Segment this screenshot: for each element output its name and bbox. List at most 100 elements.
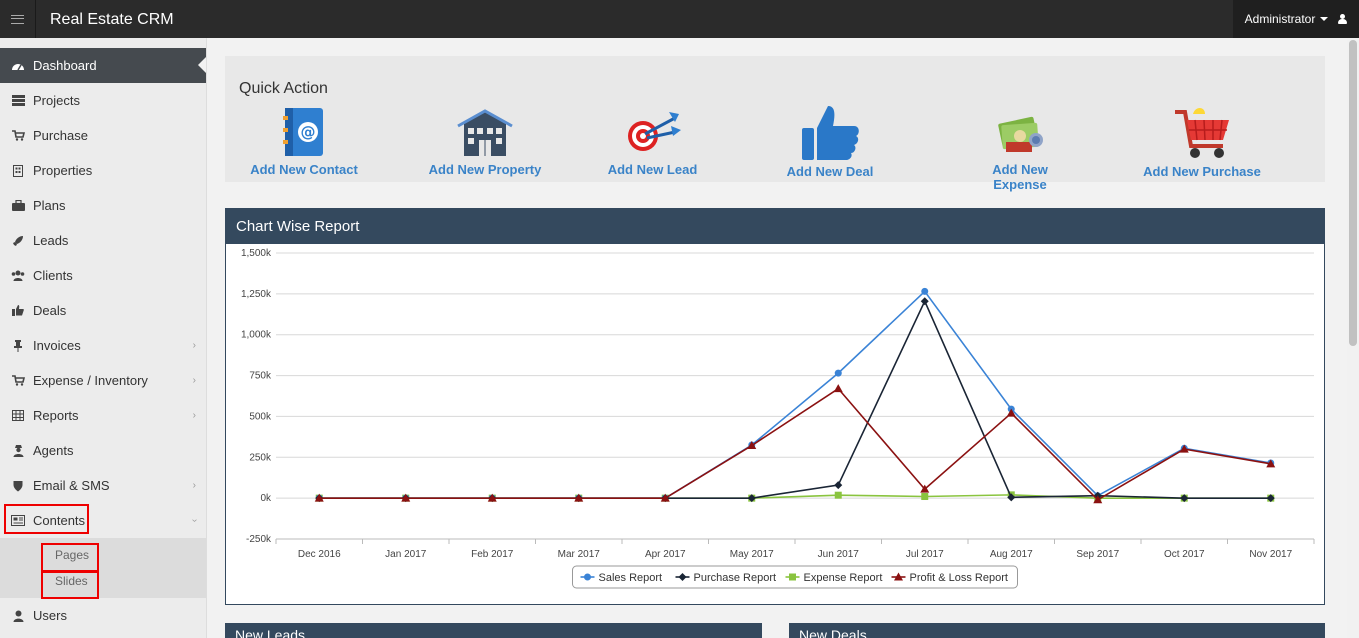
sidebar-item-label: Properties xyxy=(33,163,93,178)
data-point xyxy=(1093,495,1103,504)
data-point xyxy=(921,287,929,295)
pin-icon xyxy=(11,339,25,352)
shopping-cart-icon xyxy=(1175,108,1229,158)
x-tick-label: May 2017 xyxy=(730,549,774,560)
line-chart: -250k 0k 250k 500k 750k 1,000k 1,250k 1,500k Dec… xyxy=(241,248,1315,589)
table-icon xyxy=(11,410,25,422)
sidebar-item-label: Deals xyxy=(33,303,67,318)
top-bar: Real Estate CRM Administrator xyxy=(0,0,1359,38)
data-point xyxy=(833,384,843,393)
sidebar-item-invoices[interactable]: Invoices › xyxy=(0,328,206,363)
chart-panel-title: Chart Wise Report xyxy=(226,209,1324,244)
add-deal-action[interactable]: Add New Deal xyxy=(785,104,875,179)
add-contact-action[interactable]: @ Add New Contact xyxy=(249,106,359,177)
sidebar-item-properties[interactable]: Properties xyxy=(0,153,206,188)
sidebar-item-label: Agents xyxy=(33,443,74,458)
newspaper-icon xyxy=(11,515,25,527)
data-point xyxy=(574,493,584,502)
x-tick-label: Oct 2017 xyxy=(1164,549,1205,560)
series-line xyxy=(319,387,1271,501)
sidebar-item-label: Expense / Inventory xyxy=(33,373,148,388)
sidebar-item-dashboard[interactable]: Dashboard xyxy=(0,48,206,83)
sidebar-item-deals[interactable]: Deals xyxy=(0,293,206,328)
chart-panel: Chart Wise Report -250k 0k 250k 500k 750k 1,0… xyxy=(225,208,1325,605)
add-lead-action[interactable]: Add New Lead xyxy=(605,106,700,177)
action-label: Add New Purchase xyxy=(1143,164,1261,179)
thumbs-up-icon xyxy=(802,106,859,160)
shield-icon xyxy=(11,480,25,492)
rocket-icon xyxy=(11,235,25,247)
sidebar-item-plans[interactable]: Plans xyxy=(0,188,206,223)
sidebar-item-projects[interactable]: Projects xyxy=(0,83,206,118)
data-point xyxy=(1007,493,1016,502)
sidebar-item-label: Projects xyxy=(33,93,80,108)
x-tick-label: Apr 2017 xyxy=(645,549,686,560)
legend-marker xyxy=(894,572,903,581)
sidebar-item-purchase[interactable]: Purchase xyxy=(0,118,206,153)
data-point xyxy=(920,484,930,493)
menu-toggle-button[interactable] xyxy=(0,0,36,38)
chevron-right-icon: › xyxy=(192,340,196,351)
money-icon xyxy=(998,116,1043,152)
sidebar-item-label: Reports xyxy=(33,408,79,423)
page-scrollbar[interactable] xyxy=(1347,38,1359,638)
app-title: Real Estate CRM xyxy=(50,11,174,28)
chevron-right-icon: › xyxy=(192,375,196,386)
sidebar-item-agents[interactable]: Agents xyxy=(0,433,206,468)
sidebar-item-label: Email & SMS xyxy=(33,478,110,493)
legend-label: Sales Report xyxy=(599,572,663,584)
x-tick-label: Sep 2017 xyxy=(1076,549,1119,560)
data-point xyxy=(314,493,324,502)
y-tick-label: 0k xyxy=(260,493,272,504)
data-point xyxy=(1006,408,1016,417)
data-point xyxy=(920,297,929,306)
cart-icon xyxy=(11,130,25,142)
data-point xyxy=(487,493,497,502)
sidebar: Dashboard Projects Purchase Properties P… xyxy=(0,38,207,638)
add-property-action[interactable]: Add New Property xyxy=(425,106,545,177)
y-tick-label: -250k xyxy=(246,534,272,545)
user-menu[interactable]: Administrator xyxy=(1233,0,1359,38)
scrollbar-thumb[interactable] xyxy=(1349,40,1357,346)
target-icon xyxy=(627,112,681,151)
building-icon xyxy=(457,109,513,156)
y-tick-label: 750k xyxy=(249,371,272,382)
data-point xyxy=(401,493,411,502)
sidebar-item-reports[interactable]: Reports › xyxy=(0,398,206,433)
sidebar-item-contents[interactable]: Contents › xyxy=(0,503,206,538)
x-tick-label: Nov 2017 xyxy=(1249,549,1292,560)
legend-marker xyxy=(678,573,687,581)
data-point xyxy=(921,493,929,501)
sidebar-item-users[interactable]: Users xyxy=(0,598,206,633)
caret-down-icon xyxy=(1320,17,1329,21)
sidebar-item-clients[interactable]: Clients xyxy=(0,258,206,293)
sidebar-item-expense-inventory[interactable]: Expense / Inventory › xyxy=(0,363,206,398)
sidebar-item-email-sms[interactable]: Email & SMS › xyxy=(0,468,206,503)
sidebar-item-leads[interactable]: Leads xyxy=(0,223,206,258)
series-line xyxy=(319,299,1271,499)
new-leads-panel: New Leads xyxy=(225,623,762,638)
sidebar-subitem-pages[interactable]: Pages xyxy=(55,548,90,562)
chevron-right-icon: › xyxy=(192,410,196,421)
data-point xyxy=(1266,494,1275,503)
user-icon xyxy=(11,610,25,622)
sidebar-subitem-slides[interactable]: Slides xyxy=(55,574,88,588)
main-content: Quick Action @ Add New Contact xyxy=(207,38,1347,638)
add-purchase-action[interactable]: Add New Purchase xyxy=(1142,106,1262,179)
x-tick-label: Jan 2017 xyxy=(385,549,427,560)
add-expense-action[interactable]: Add New Expense xyxy=(965,106,1075,192)
quick-action-panel: Quick Action @ Add New Contact xyxy=(225,56,1325,192)
legend-label: Profit & Loss Report xyxy=(910,572,1008,584)
thumbs-up-icon xyxy=(11,305,25,317)
cart-icon xyxy=(11,375,25,387)
panel-title: New Deals xyxy=(799,627,867,638)
y-tick-label: 250k xyxy=(249,452,272,463)
quick-action-title: Quick Action xyxy=(239,80,328,97)
x-tick-label: Mar 2017 xyxy=(558,549,601,560)
x-tick-label: Dec 2016 xyxy=(298,549,341,560)
sidebar-item-label: Leads xyxy=(33,233,69,248)
action-label: Add New Property xyxy=(428,162,542,177)
user-icon xyxy=(1338,14,1348,24)
building-icon xyxy=(11,164,25,177)
data-point xyxy=(834,481,843,490)
